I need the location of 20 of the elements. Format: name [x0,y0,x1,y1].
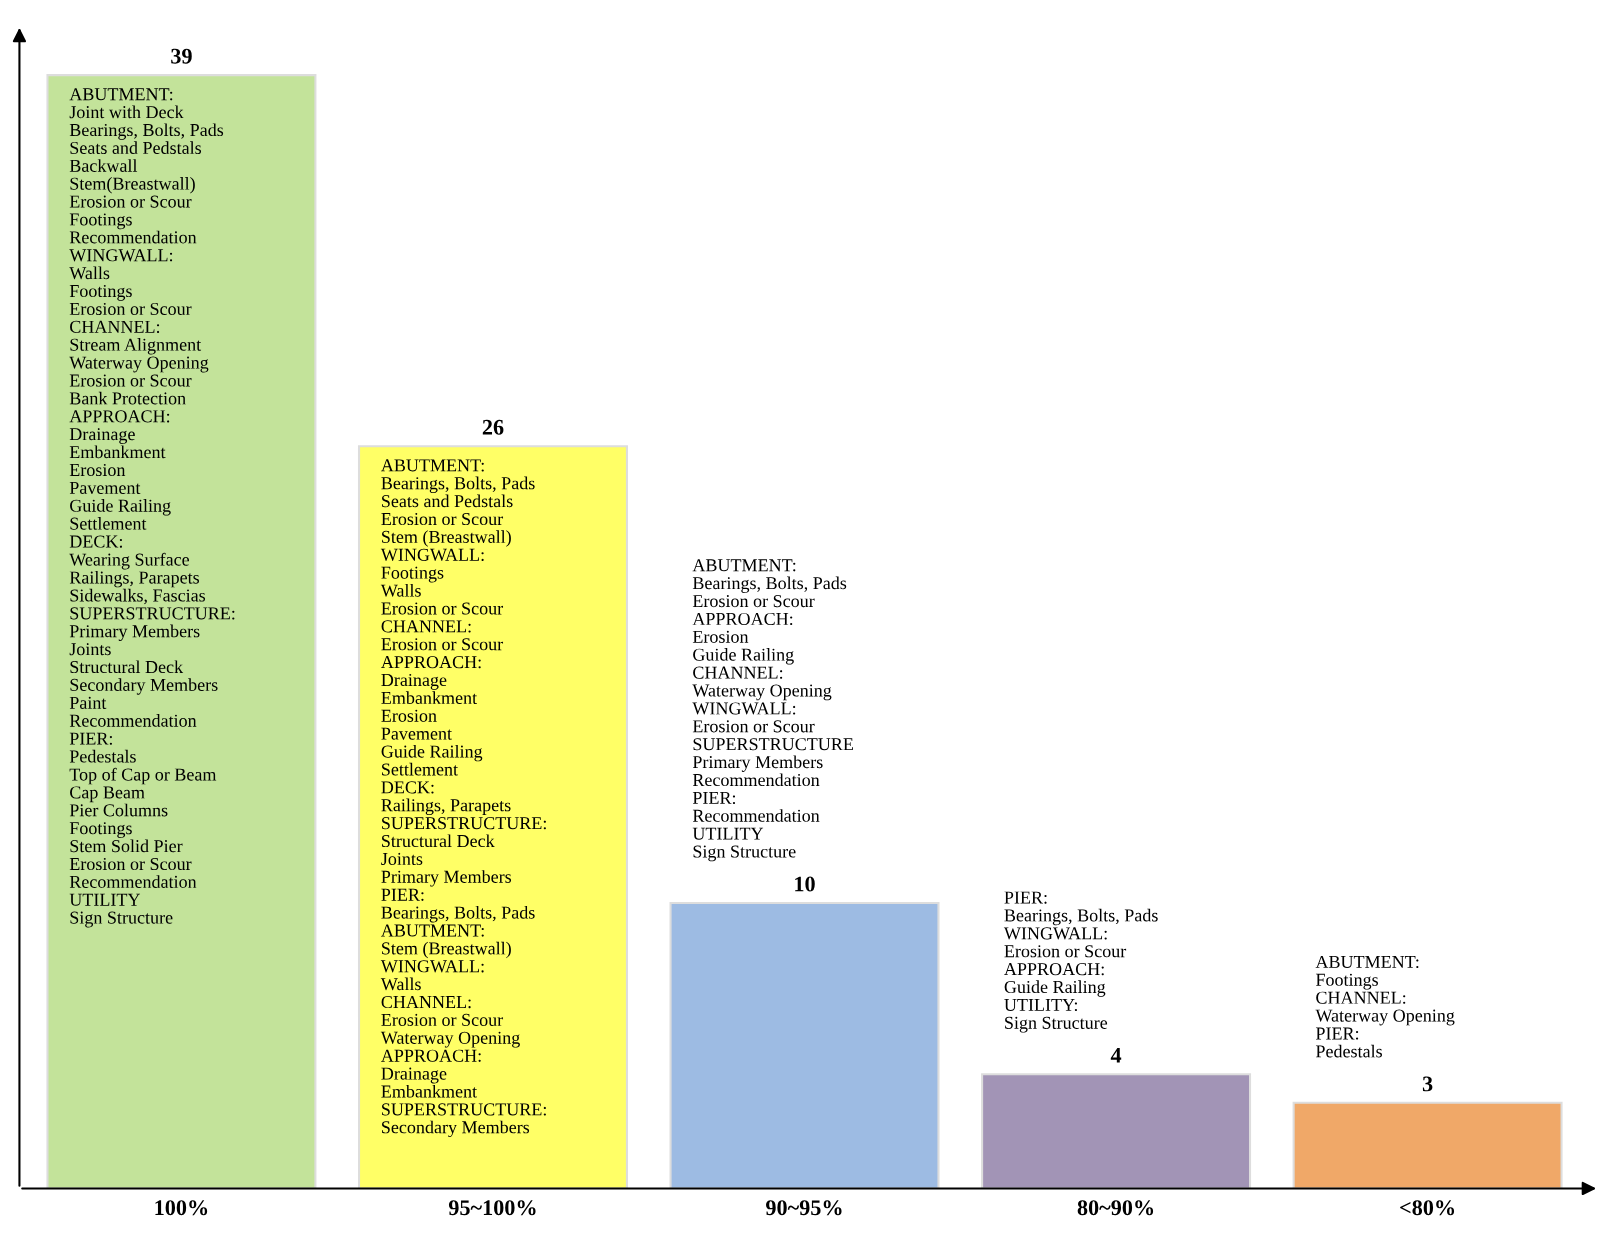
bar [357,445,628,1189]
data-label: 26 [482,419,504,435]
bar [1292,1101,1563,1189]
x-tick-label: <80% [1400,1200,1455,1216]
bar [669,901,940,1189]
annotation: ABUTMENT: Footings CHANNEL: Waterway Opening PIER: Pedestals [1315,955,1455,1058]
text: ABUTMENT: Bearings, Bolts, Pads Erosion or Scour APPROACH: Erosion Guide Railing CHANNEL: Waterway Opening WINGWALL: Erosion or Scour SUPERSTRUCTURE Primary Members Recommendation PIER: Recommendation UTILITY Sign Structure [692,559,853,862]
x-tick-label: 95~100% [448,1200,536,1216]
x-tick-label: 80~90% [1077,1200,1154,1216]
text: ABUTMENT: Bearings, Bolts, Pads Seats and Pedstals Erosion or Scour Stem (Breastwall) WINGWALL: Footings Walls Erosion or Scour CHANNEL: Erosion or Scour APPROACH: Drainage Embankment Erosion Pavement Guide Railing Settlement DECK: Railings, Parapets SUPERSTRUCTURE: Structural Deck Joints Primary Members PIER: Bearings, Bolts, Pads ABUTMENT: Stem (Breastwall) WINGWALL: Walls CHANNEL: Erosion or Scour Waterway Opening APPROACH: Drainage Embankment SUPERSTRUCTURE: Secondary Members [380,459,546,1138]
data-label: 39 [171,48,192,64]
x-tick-label: 100% [155,1200,208,1216]
x-tick-label: 90~95% [766,1200,842,1216]
annotation: PIER: Bearings, Bolts, Pads WINGWALL: Erosion or Scour APPROACH: Guide Railing UTILITY: Sign Structure [1003,891,1158,1033]
text: ABUTMENT: Joint with Deck Bearings, Bolts, Pads Seats and Pedstals Backwall Stem(Breastwall) Erosion or Scour Footings Recommendation WINGWALL: Walls Footings Erosion or Scour CHANNEL: Stream Alignment Waterway Opening Erosion or Scour Bank Protection APPROACH: Drainage Embankment Erosion Pavement Guide Railing Settlement DECK: Wearing Surface Railings, Parapets Sidewalks, Fascias SUPERSTRUCTURE: Primary Members Joints Structural Deck Secondary Members Paint Recommendation PIER: Pedestals Top of Cap or Beam Cap Beam Pier Columns Footings Stem Solid Pier Erosion or Scour Recommendation UTILITY Sign Structure [69,88,235,928]
data-label: 10 [795,876,815,892]
bar [981,1073,1252,1189]
data-label: 4 [1110,1047,1122,1063]
bar [46,74,317,1189]
data-label: 3 [1422,1076,1433,1092]
